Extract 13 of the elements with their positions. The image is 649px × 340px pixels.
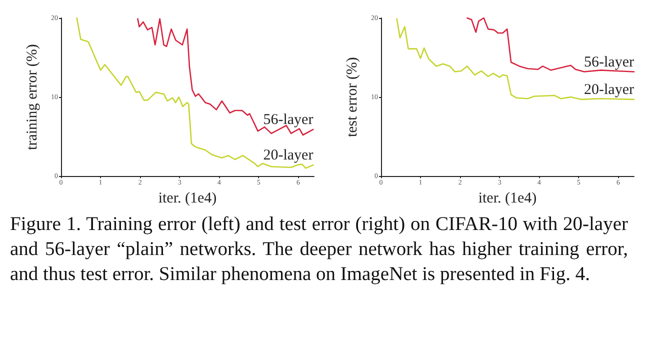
line-series (466, 17, 635, 72)
series-label: 20-layer (584, 82, 634, 98)
x-axis-title: iter. (1e4) (478, 190, 537, 206)
caption: Figure 1. Training error (left) and test error (right) on CIFAR-10 with 20-layer and 56-layer “plain” networks. The deeper network has higher training error, and thus test error. Similar phenomena on ImageNet is presented in Fig. 4. (10, 213, 628, 287)
y-axis-title: training error (%) (24, 44, 41, 150)
line-series (396, 18, 635, 100)
line-series (137, 18, 314, 136)
series-label: 20-layer (263, 148, 314, 164)
series-label: 56-layer (263, 112, 314, 128)
series-label: 56-layer (584, 54, 634, 70)
y-axis-title: test error (%) (344, 57, 361, 138)
line-series (76, 17, 314, 169)
x-axis-title: iter. (1e4) (158, 190, 217, 206)
